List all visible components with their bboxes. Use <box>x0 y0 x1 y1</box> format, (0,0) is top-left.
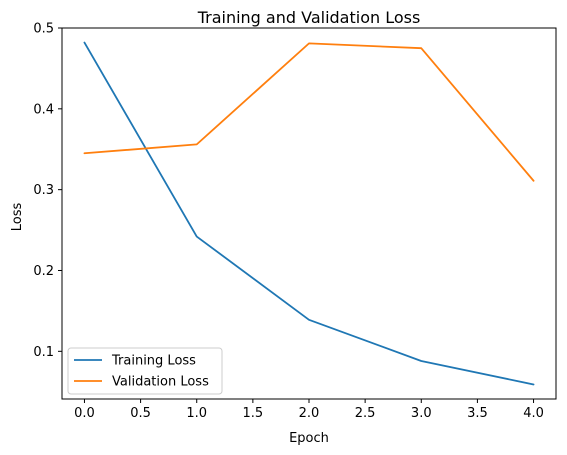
plot-frame <box>61 27 557 400</box>
y-axis-label: Loss <box>10 203 25 232</box>
x-tick-label: 1.5 <box>243 406 264 421</box>
legend-box <box>67 347 223 395</box>
x-tick-label: 3.5 <box>467 406 488 421</box>
y-tick-label: 0.1 <box>33 345 54 360</box>
y-tick-label: 0.3 <box>33 183 54 198</box>
y-tick-label: 0.4 <box>33 102 54 117</box>
x-axis-label: Epoch <box>289 431 329 446</box>
x-tick-label: 0.0 <box>74 406 95 421</box>
x-tick-label: 4.0 <box>523 406 544 421</box>
legend: Training Loss Validation Loss <box>67 347 223 395</box>
x-tick-label: 1.0 <box>186 406 207 421</box>
x-tick-label: 3.0 <box>411 406 432 421</box>
chart-title: Training and Validation Loss <box>197 8 421 27</box>
legend-label: Training Loss <box>111 354 196 369</box>
y-tick-label: 0.5 <box>33 22 54 37</box>
x-tick-label: 2.0 <box>299 406 320 421</box>
x-tick-label: 2.5 <box>355 406 376 421</box>
y-tick-label: 0.2 <box>33 264 54 279</box>
ticks-layer: 0.0 0.5 1.0 1.5 2.0 2.5 3.0 3.5 4.0 0.1 0.2 0.3 0.4 0… <box>33 22 544 422</box>
legend-label: Validation Loss <box>112 375 209 390</box>
series-layer <box>83 41 535 386</box>
x-tick-label: 0.5 <box>130 406 151 421</box>
